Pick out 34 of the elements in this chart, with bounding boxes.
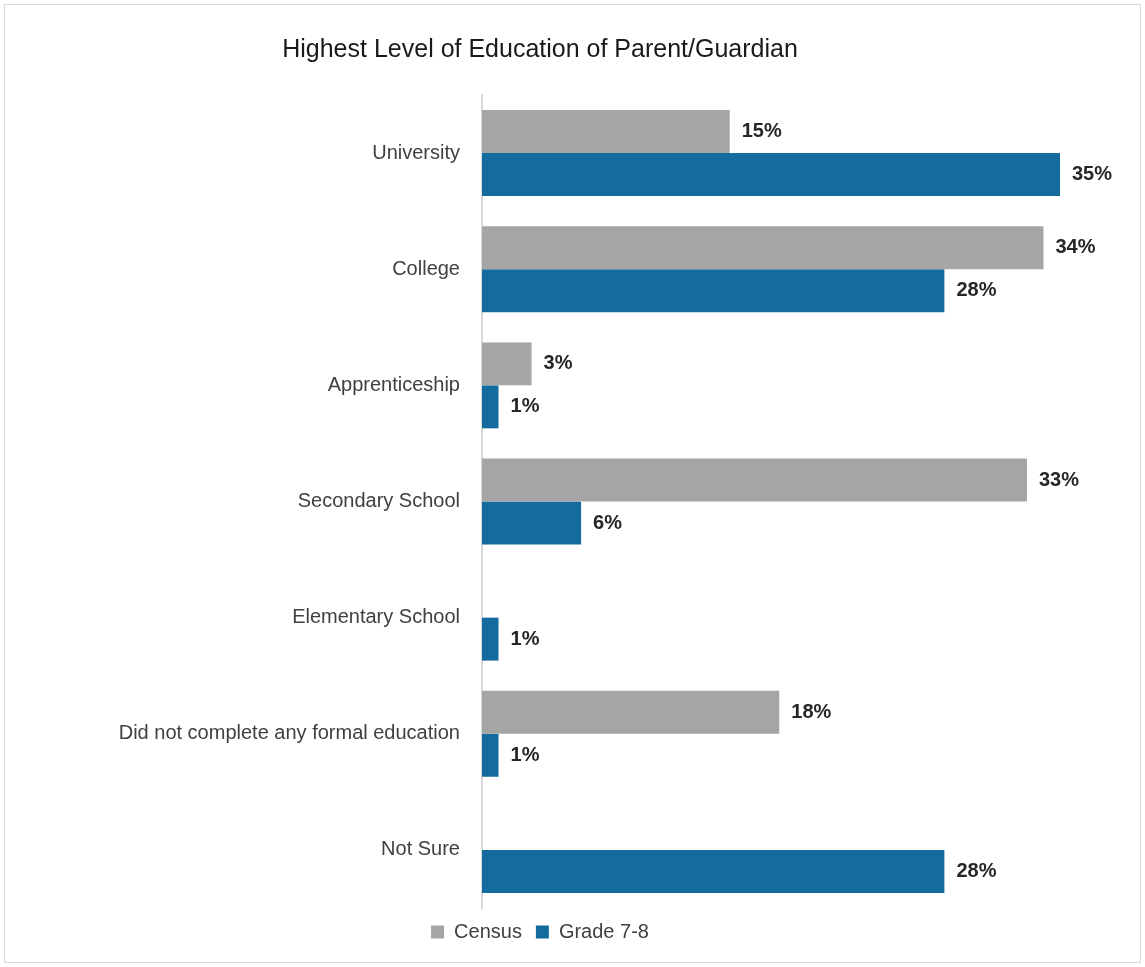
data-label: 28%	[956, 858, 997, 881]
bar	[482, 617, 499, 661]
bar	[482, 269, 945, 313]
bar	[482, 153, 1060, 197]
data-label: 6%	[593, 510, 623, 533]
y-tick-label: Not Sure	[381, 837, 460, 860]
data-label: 18%	[791, 699, 832, 722]
bar	[482, 501, 582, 545]
bar	[482, 733, 499, 777]
y-tick-label: Secondary School	[297, 489, 460, 512]
data-label: 34%	[1055, 235, 1096, 258]
data-label: 1%	[510, 742, 540, 765]
data-label: 33%	[1038, 467, 1080, 490]
y-tick-label: College	[392, 256, 460, 279]
bar	[482, 226, 1044, 270]
bar	[482, 849, 945, 893]
chart-title: Highest Level of Education of Parent/Guardian	[282, 33, 798, 62]
data-label: 1%	[510, 394, 540, 417]
bar	[482, 690, 780, 734]
data-label: 35%	[1072, 162, 1113, 185]
y-tick-label: Did not complete any formal education	[118, 721, 460, 744]
bar	[482, 458, 1027, 502]
bar	[482, 385, 499, 429]
y-tick-label: Elementary School	[292, 605, 460, 628]
legend-label: Census	[454, 919, 522, 942]
data-label: 3%	[543, 351, 573, 374]
data-label: 1%	[510, 626, 540, 649]
bar	[482, 110, 730, 154]
y-tick-label: University	[372, 140, 460, 163]
bar	[482, 342, 532, 386]
data-label: 28%	[956, 278, 997, 301]
y-tick-label: Apprenticeship	[327, 372, 460, 395]
data-label: 15%	[741, 119, 782, 142]
legend-label: Grade 7-8	[558, 919, 649, 942]
